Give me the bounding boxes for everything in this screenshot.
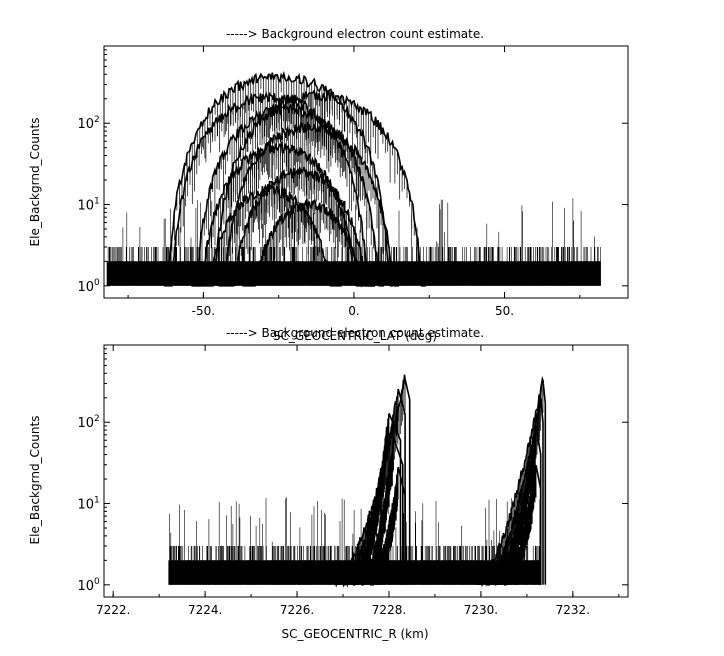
- arch-spikes: [255, 200, 361, 286]
- x-tick-label: 50.: [495, 304, 514, 318]
- arch-spikes: [203, 144, 356, 286]
- y-tick-exponent: 0: [94, 278, 100, 288]
- x-tick-label: 7232.: [556, 603, 590, 617]
- plot-frame: [103, 344, 629, 598]
- x-tick-label: 7226.: [280, 603, 314, 617]
- data-layer: [168, 374, 547, 588]
- y-tick-exponent: 2: [94, 414, 100, 424]
- y-tick-exponent: 1: [94, 197, 100, 207]
- chart-panel-latitude: -----> Background electron count estimat…: [28, 27, 629, 343]
- chart-title: -----> Background electron count estimat…: [226, 27, 484, 41]
- chart-title: -----> Background electron count estimat…: [226, 326, 484, 340]
- y-axis-label: Ele_Backgrnd_Counts: [28, 416, 42, 545]
- plot-frame: [103, 45, 629, 299]
- y-tick-label: 10: [77, 416, 94, 431]
- ramp-spikes: [504, 465, 537, 585]
- x-tick-label: 7230.: [464, 603, 498, 617]
- y-tick-label: 10: [77, 117, 94, 132]
- ramp-spikes: [351, 413, 390, 585]
- x-tick-label: 7222.: [96, 603, 130, 617]
- ramp-spikes: [494, 426, 537, 585]
- x-tick-label: -50.: [192, 304, 215, 318]
- x-tick-label: 7228.: [372, 603, 406, 617]
- x-axis-label: SC_GEOCENTRIC_R (km): [282, 627, 429, 641]
- y-tick-label: 10: [77, 498, 94, 513]
- chart-panel-radius: -----> Background electron count estimat…: [28, 326, 629, 641]
- y-tick-exponent: 2: [94, 115, 100, 125]
- ramp-spikes: [370, 467, 399, 585]
- y-tick-exponent: 0: [94, 577, 100, 587]
- y-tick-exponent: 1: [94, 496, 100, 506]
- ramp-spikes: [363, 437, 394, 585]
- x-tick-label: 0.: [348, 304, 359, 318]
- y-tick-label: 10: [77, 199, 94, 214]
- x-axis-label: SC_GEOCENTRIC_LAT (deg): [273, 329, 437, 343]
- y-tick-label: 10: [77, 579, 94, 594]
- y-axis-label: Ele_Backgrnd_Counts: [28, 118, 42, 247]
- x-tick-label: 7224.: [188, 603, 222, 617]
- y-tick-label: 10: [77, 280, 94, 295]
- data-layer: [106, 70, 601, 288]
